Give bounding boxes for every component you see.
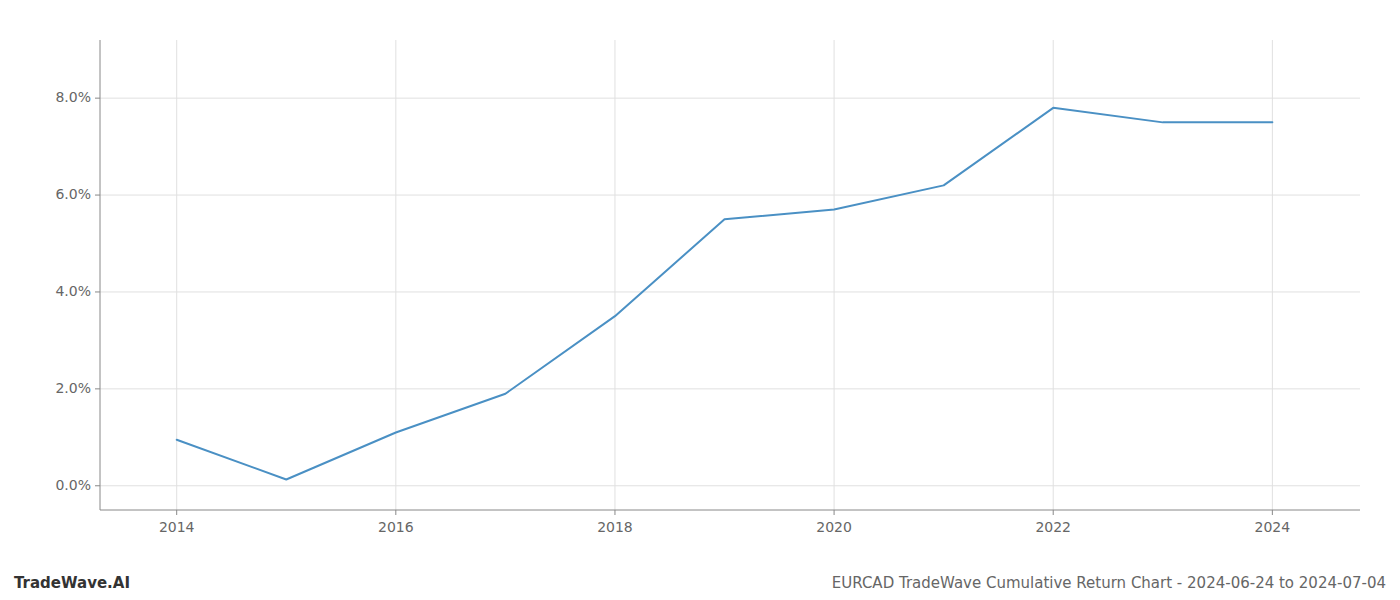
texts: TradeWave.AI EURCAD TradeWave Cumulative … [14, 574, 1386, 592]
x-tick-label: 2020 [816, 519, 852, 535]
x-tick-label: 2024 [1255, 519, 1291, 535]
y-tick-label: 8.0% [55, 89, 91, 105]
y-tick [95, 388, 100, 389]
y-grid-line [100, 485, 1360, 486]
x-tick-label: 2018 [597, 519, 633, 535]
y-tick [95, 98, 100, 99]
y-grid-line [100, 98, 1360, 99]
page: {"chart_data": {"type": "line", "title":… [0, 0, 1400, 600]
x-grid-line [1053, 40, 1054, 510]
y-tick-label: 6.0% [55, 186, 91, 202]
chart-container: 0.0% 2.0% 4.0% 6.0% 8.0% 2014 2016 2018 2020 2022… [0, 0, 1400, 600]
watermark: TradeWave.AI [14, 574, 130, 592]
x-tick-label: 2014 [159, 519, 195, 535]
x-grid-line [834, 40, 835, 510]
x-grid-line [1272, 40, 1273, 510]
y-grid-line [100, 388, 1360, 389]
x-tick [1053, 510, 1054, 515]
x-tick-label: 2022 [1035, 519, 1071, 535]
x-tick [834, 510, 835, 515]
chart-svg: 0.0% 2.0% 4.0% 6.0% 8.0% 2014 2016 2018 2020 2022… [0, 0, 1400, 600]
y-tick-label: 2.0% [55, 380, 91, 396]
background [0, 0, 1400, 600]
x-tick [1272, 510, 1273, 515]
y-axis-line [100, 40, 101, 510]
x-tick [176, 510, 177, 515]
grid [100, 40, 1360, 510]
series-line [177, 108, 1273, 480]
y-tick-label: 0.0% [55, 477, 91, 493]
x-axis-line [100, 510, 1360, 511]
data-layer [177, 108, 1273, 480]
y-tick [95, 485, 100, 486]
y-tick-label: 4.0% [55, 283, 91, 299]
y-tick [95, 291, 100, 292]
title: EURCAD TradeWave Cumulative Return Chart… [832, 574, 1386, 592]
axes: 0.0% 2.0% 4.0% 6.0% 8.0% 2014 2016 2018 2020 2022… [55, 40, 1360, 535]
x-grid-line [614, 40, 615, 510]
x-tick [395, 510, 396, 515]
x-tick [614, 510, 615, 515]
x-tick-label: 2016 [378, 519, 414, 535]
y-grid-line [100, 195, 1360, 196]
y-grid-line [100, 291, 1360, 292]
x-grid-line [395, 40, 396, 510]
y-tick [95, 195, 100, 196]
